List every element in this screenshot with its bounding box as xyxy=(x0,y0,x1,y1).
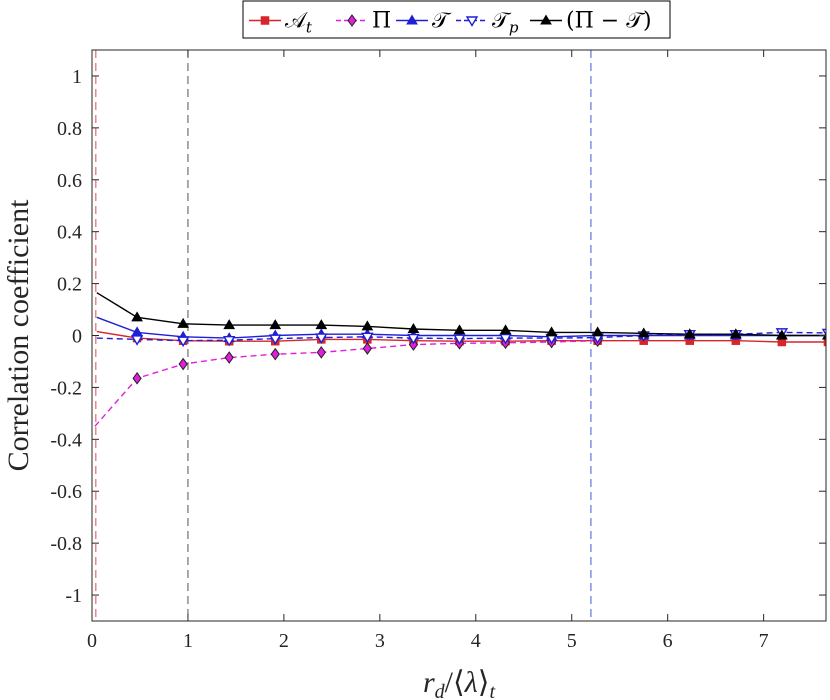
legend-marker-4 xyxy=(540,14,552,25)
y-axis-label: Correlation coefficient xyxy=(2,199,35,471)
series-4-point-10 xyxy=(545,326,558,337)
series-3-point-2 xyxy=(176,336,190,348)
series-4-point-14 xyxy=(729,328,742,339)
legend-marker-3 xyxy=(465,16,479,27)
series-4-point-13 xyxy=(683,328,696,339)
series-3-point-5 xyxy=(315,333,328,344)
y-tick-label-0: 1 xyxy=(72,66,82,88)
legend-label-0-part-0: 𝒜 xyxy=(285,9,308,34)
series-3-point-16 xyxy=(821,328,826,337)
y-tick-label-6: -0.2 xyxy=(50,377,82,399)
legend-label-3: 𝒯p xyxy=(492,9,519,37)
plot-area xyxy=(94,50,826,621)
series-3-point-6 xyxy=(361,332,374,344)
x-axis-label-part-1: d xyxy=(435,681,446,700)
x-tick-label-5: 5 xyxy=(567,630,577,652)
series-1-point-6 xyxy=(362,342,372,355)
series-1-point-3 xyxy=(224,351,234,364)
series-0-point-16 xyxy=(823,337,826,347)
series-3-point-1 xyxy=(130,335,144,346)
series-4-point-6 xyxy=(361,320,374,331)
y-tick-label-7: -0.4 xyxy=(50,429,82,451)
series-4 xyxy=(96,292,826,340)
legend-label-4: (Π − 𝒯) xyxy=(566,9,652,34)
series-4-point-15 xyxy=(775,329,788,340)
series-1 xyxy=(94,334,603,427)
y-tick-label-9: -0.8 xyxy=(50,533,82,555)
y-tick-label-4: 0.2 xyxy=(57,274,82,296)
series-4-point-11 xyxy=(591,326,604,337)
x-axis-label-part-5: t xyxy=(489,681,495,700)
legend-label-2-part-0: 𝒯 xyxy=(432,9,452,34)
legend-marker-2 xyxy=(406,14,418,25)
series-4-point-2 xyxy=(177,317,190,328)
y-tick-label-5: 0 xyxy=(72,326,82,348)
legend-box xyxy=(242,0,671,39)
legend-marker-0 xyxy=(260,16,270,25)
series-line-1 xyxy=(94,340,598,427)
legend-label-0-part-1: t xyxy=(306,19,313,37)
series-4-point-12 xyxy=(637,327,650,338)
series-3-point-7 xyxy=(407,333,420,345)
series-1-point-7 xyxy=(408,338,419,351)
y-tick-label-1: 0.8 xyxy=(57,118,82,140)
series-1-point-4 xyxy=(270,347,280,361)
legend-label-3-part-1: p xyxy=(509,19,519,37)
series-3-point-4 xyxy=(269,334,282,345)
y-tick-label-3: 0.4 xyxy=(57,222,82,244)
series-4-point-3 xyxy=(223,319,236,330)
legend-label-1: Π xyxy=(372,9,391,34)
series-4-point-1 xyxy=(131,311,143,322)
y-tick-label-10: -1 xyxy=(65,585,82,607)
series-4-point-7 xyxy=(407,323,420,334)
x-tick-label-0: 0 xyxy=(87,630,97,652)
x-axis-label-part-3: λ xyxy=(464,666,478,699)
legend-label-3-part-0: 𝒯 xyxy=(492,9,512,34)
series-1-point-5 xyxy=(316,346,326,359)
y-tick-label-2: 0.6 xyxy=(57,170,82,192)
y-tick-label-8: -0.6 xyxy=(50,481,82,503)
x-tick-label-3: 3 xyxy=(375,630,385,652)
x-axis-label: rd/⟨λ⟩t xyxy=(423,666,495,700)
x-tick-label-2: 2 xyxy=(279,630,289,652)
x-axis-label-part-4: ⟩ xyxy=(478,666,490,699)
legend-label-1-part-0: Π xyxy=(372,9,391,34)
x-tick-label-4: 4 xyxy=(471,630,481,652)
x-tick-label-6: 6 xyxy=(663,630,673,652)
series-1-point-1 xyxy=(132,371,142,385)
series-4-point-5 xyxy=(315,319,328,330)
series-3-point-8 xyxy=(453,334,466,345)
series-4-point-4 xyxy=(269,319,282,330)
x-axis-label-part-0: r xyxy=(423,666,435,699)
legend-marker-1 xyxy=(347,14,357,27)
x-tick-label-7: 7 xyxy=(759,630,769,652)
axis-ticks: 0 1 2 3 4 5 6 7 1 0.8 0.6 0.4 0.2 0 -0.2 -0.4 -0.6 -0.8 -1 xyxy=(50,50,826,652)
series-3-point-9 xyxy=(499,333,512,345)
series-4-point-8 xyxy=(453,324,466,335)
legend-label-2: 𝒯 xyxy=(432,9,452,34)
legend-label-0: 𝒜t xyxy=(285,9,313,37)
x-axis-label-part-2: /⟨ xyxy=(445,666,465,699)
series-3-point-3 xyxy=(222,335,236,347)
legend: 𝒜t Π 𝒯 𝒯p (Π − 𝒯) xyxy=(242,0,671,39)
legend-label-4-part-0: (Π − 𝒯) xyxy=(566,9,652,34)
series-4-point-9 xyxy=(499,324,512,335)
series-1-point-2 xyxy=(178,357,188,371)
x-tick-label-1: 1 xyxy=(183,630,193,652)
